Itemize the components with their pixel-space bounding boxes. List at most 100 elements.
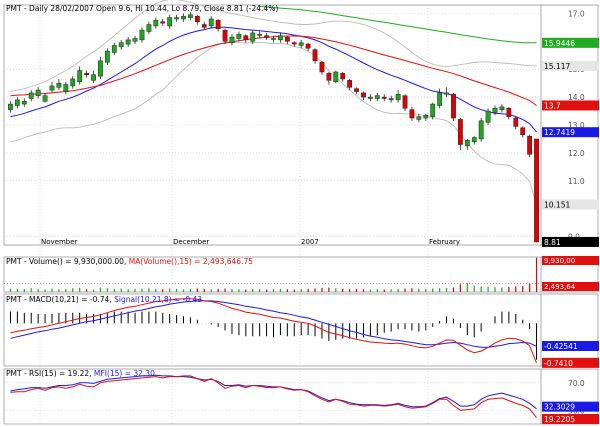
volume-value-badge-label: 2,493,64 [544, 283, 576, 291]
price-tick-label: 17.0 [568, 9, 585, 18]
candle-body [98, 60, 103, 77]
volume-bar [439, 288, 441, 292]
candle-body [395, 94, 401, 101]
candle-body [63, 84, 69, 92]
mfi-label: MFI(15) = 32.30 [94, 369, 155, 378]
volume-ma-label: MA(Volume(),15) = 2,493,646.75 [129, 257, 254, 266]
volume-bar [203, 288, 205, 292]
price-value-badge-label: 13.7 [544, 101, 561, 110]
volume-bar [459, 284, 461, 292]
month-label: 2007 [301, 238, 319, 246]
candle-body [333, 71, 339, 82]
volume-bar [404, 288, 406, 292]
candle-body [21, 101, 27, 105]
rsi-line [10, 375, 537, 419]
candle-body [312, 49, 318, 62]
volume-bar [425, 288, 427, 292]
candle-body [388, 98, 394, 101]
volume-bar [335, 288, 337, 292]
candle-body [84, 73, 89, 76]
candle-body [278, 35, 283, 41]
volume-bar [189, 288, 192, 292]
candle-body [181, 15, 186, 20]
volume-bar [445, 287, 448, 292]
candle-body [28, 92, 34, 99]
bollinger-upper-line [10, 0, 537, 92]
rsi-value-badge-label: 32.3029 [544, 403, 575, 412]
candle-body [492, 108, 498, 113]
candle-body [430, 103, 436, 117]
candle-body [354, 88, 359, 92]
macd-signal-line [10, 300, 537, 348]
candle-body [201, 24, 207, 28]
macd-signal-label: Signal(10,21,8) = -0.43 [114, 295, 202, 304]
candle-body [174, 17, 179, 20]
month-label: February [429, 238, 460, 246]
candle-body [118, 42, 124, 48]
month-label: December [173, 238, 209, 246]
bollinger-lower-line [10, 41, 537, 205]
volume-bar [252, 288, 254, 292]
candle-body [215, 20, 221, 29]
volume-bar [265, 289, 268, 292]
price-value-badge-label: 8.81 [544, 238, 561, 247]
volume-bar [390, 289, 392, 292]
volume-bar [86, 289, 88, 292]
candle-body [236, 34, 242, 39]
candle-body [423, 114, 429, 119]
volume-value-badge-label: 9,930,00 [544, 257, 575, 265]
volume-bar [376, 289, 378, 292]
candle-body [14, 99, 20, 106]
candle-body [326, 73, 332, 81]
rsi-header-label: PMT - RSI(15) = 19.22, MFI(15) = 32.30 [6, 369, 155, 378]
volume-bar [494, 287, 496, 292]
volume-bar [349, 289, 351, 292]
volume-bar [175, 288, 178, 292]
candle-body [381, 96, 387, 99]
volume-bar [466, 283, 468, 292]
price-tick-label: 12.0 [568, 149, 585, 158]
volume-bar [224, 288, 226, 292]
candle-body [368, 96, 373, 99]
price-value-badge [542, 60, 599, 71]
volume-bar [286, 289, 288, 292]
candle-body [77, 70, 83, 82]
rsi-value-badge-label: 19.2205 [544, 415, 575, 424]
candle-body [340, 73, 346, 80]
volume-bar [522, 286, 524, 292]
volume-bar [383, 289, 385, 292]
candle-body [305, 43, 311, 49]
volume-bar [155, 288, 157, 292]
volume-bar [480, 286, 482, 292]
candle-body [139, 29, 145, 41]
volume-bar [355, 288, 358, 292]
volume-bar [508, 286, 510, 292]
rsi-value-badge [542, 401, 599, 412]
macd-line [10, 298, 537, 363]
volume-bar [120, 288, 122, 292]
candle-body [437, 92, 443, 106]
candle-body [409, 109, 415, 119]
candle-body [243, 35, 249, 41]
candle-body [264, 35, 269, 38]
volume-bar [99, 287, 102, 292]
candle-body [534, 138, 539, 243]
price-tick-label: 14.0 [568, 93, 585, 102]
candle-body [70, 78, 76, 87]
volume-bar [127, 289, 129, 292]
candle-body [298, 42, 304, 46]
candle-body [91, 74, 96, 81]
volume-bar [217, 288, 219, 292]
volume-bar [238, 289, 240, 292]
candle-body [111, 45, 117, 53]
volume-bar [51, 288, 53, 292]
candle-body [471, 137, 477, 142]
volume-bar [293, 289, 295, 292]
candle-body [229, 36, 235, 43]
candle-body [250, 32, 256, 42]
candle-body [499, 106, 505, 110]
candle-body [458, 119, 463, 145]
volume-bar [300, 289, 302, 292]
candle-body [49, 85, 55, 91]
rsi-tick-label: 70.0 [568, 379, 585, 388]
